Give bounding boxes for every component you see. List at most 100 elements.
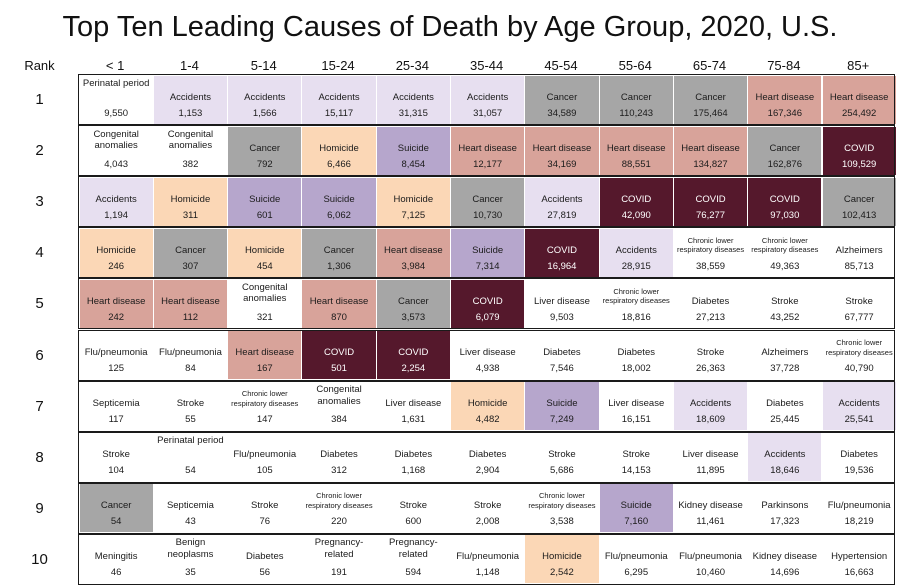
cause-name: Stroke	[473, 500, 502, 512]
cause-name: Cancer	[398, 295, 429, 307]
age-group-header: 85+	[847, 58, 870, 73]
death-count: 4,938	[475, 363, 500, 374]
cause-name: Stroke	[548, 449, 576, 461]
death-count: 110,243	[619, 107, 654, 119]
table-cell: Chronic lower respiratory diseases 147	[228, 382, 302, 431]
table-cell: Heart disease 3,984	[376, 228, 450, 277]
cause-name: Heart disease	[606, 142, 666, 154]
cause-name: Suicide	[472, 244, 504, 256]
cause-name: Cancer	[620, 91, 652, 103]
death-count: 42,090	[621, 209, 651, 221]
death-count: 1,168	[401, 465, 426, 477]
death-count: 870	[331, 311, 347, 323]
cause-name: Stroke	[696, 347, 725, 358]
age-group-header: 25-34	[395, 58, 429, 73]
table-cell: Stroke 76	[228, 484, 302, 533]
table-cell: Homicide 6,466	[302, 126, 376, 175]
death-count: 43,252	[770, 311, 800, 323]
cause-name: Homicide	[542, 551, 582, 563]
table-cell: Alzheimers 85,713	[822, 228, 896, 277]
death-count: 109,529	[841, 158, 877, 170]
table-cell: Flu/pneumonia 105	[228, 433, 302, 482]
table-cell: COVID 2,254	[376, 331, 450, 379]
death-count: 54	[110, 516, 122, 528]
death-count: 105	[256, 465, 273, 477]
table-cell: Diabetes 56	[228, 535, 302, 584]
cause-name: Homicide	[244, 244, 285, 256]
death-count: 16,663	[844, 567, 874, 579]
table-cell: Suicide 6,062	[302, 177, 376, 226]
death-count: 242	[108, 311, 125, 323]
table-cell: Cancer 1,306	[302, 228, 376, 277]
cause-name: Alzheimers	[835, 244, 883, 256]
age-group-header: 5-14	[250, 58, 277, 73]
table-cell: Diabetes 312	[302, 433, 376, 482]
table-cell: Chronic lower respiratory diseases 40,790	[822, 331, 896, 379]
cause-name: Accidents	[764, 449, 806, 461]
table-cell: Heart disease 167	[228, 331, 302, 379]
table-cell: Cancer 54	[79, 484, 153, 533]
death-count: 85,713	[844, 260, 874, 272]
cause-name: Homicide	[467, 398, 508, 410]
table-cell: Congenital anomalies 4,043	[79, 126, 153, 175]
death-count: 321	[256, 311, 273, 323]
death-count: 55	[185, 414, 196, 426]
cause-name: Cancer	[323, 244, 355, 256]
table-cell: Meningitis 46	[79, 535, 153, 584]
cause-name: Accidents	[392, 91, 434, 103]
death-count: 37,728	[770, 363, 800, 374]
table-row	[78, 329, 896, 381]
death-count: 18,002	[621, 363, 651, 374]
cause-name: Suicide	[546, 398, 578, 410]
age-group-header: 35-44	[470, 58, 504, 73]
death-count: 501	[331, 363, 347, 374]
cause-name: COVID	[323, 347, 355, 358]
table-row	[78, 482, 896, 534]
death-count: 191	[331, 567, 347, 579]
table-cell: Accidents 1,153	[153, 75, 228, 124]
death-count: 1,631	[401, 414, 426, 426]
death-count: 34,589	[547, 107, 577, 119]
table-cell: Suicide 7,160	[599, 484, 673, 533]
table-row	[78, 125, 896, 177]
rank-label: 9	[35, 499, 44, 517]
cause-name: Heart disease	[309, 295, 369, 307]
table-cell: Heart disease 34,169	[525, 126, 599, 175]
death-count: 6,079	[475, 311, 500, 323]
table-row	[78, 431, 896, 483]
cause-name: Heart disease	[235, 347, 295, 358]
cause-name: Liver disease	[385, 398, 442, 410]
cause-name: Cancer	[546, 91, 578, 103]
cause-name: Suicide	[620, 500, 652, 512]
cause-name: Accidents	[689, 398, 732, 410]
table-cell: Kidney disease 14,696	[748, 535, 822, 584]
table-cell: Pregnancy-related 191	[302, 535, 376, 584]
table-cell: Homicide 2,542	[525, 535, 599, 584]
table-row	[78, 380, 896, 432]
rank-label: 5	[35, 295, 44, 313]
death-count: 220	[331, 516, 347, 528]
death-count: 11,895	[696, 465, 725, 477]
table-cell: Heart disease 12,177	[451, 126, 525, 175]
rank-label: 4	[35, 244, 44, 262]
death-count: 1,306	[327, 260, 351, 272]
death-count: 454	[256, 260, 273, 272]
cause-name: COVID	[546, 244, 577, 256]
age-group-header: 45-54	[544, 58, 578, 73]
death-count: 49,363	[770, 260, 800, 272]
death-count: 7,546	[550, 363, 574, 374]
rank-header: Rank	[24, 58, 55, 73]
death-count: 134,827	[693, 158, 728, 170]
cause-name: Diabetes	[766, 398, 804, 410]
table-cell: Diabetes 1,168	[376, 433, 450, 482]
table-cell: Pregnancy-related 594	[376, 535, 450, 584]
table-cell: COVID 16,964	[525, 228, 599, 277]
table-row	[78, 176, 896, 228]
rank-label: 6	[35, 346, 44, 364]
table-cell: COVID 42,090	[599, 177, 673, 226]
death-count: 311	[182, 209, 199, 221]
table-cell: Liver disease 16,151	[599, 382, 673, 431]
cause-name: Flu/pneumonia	[456, 551, 520, 563]
death-count: 38,559	[696, 260, 726, 272]
death-count: 112	[182, 311, 199, 323]
